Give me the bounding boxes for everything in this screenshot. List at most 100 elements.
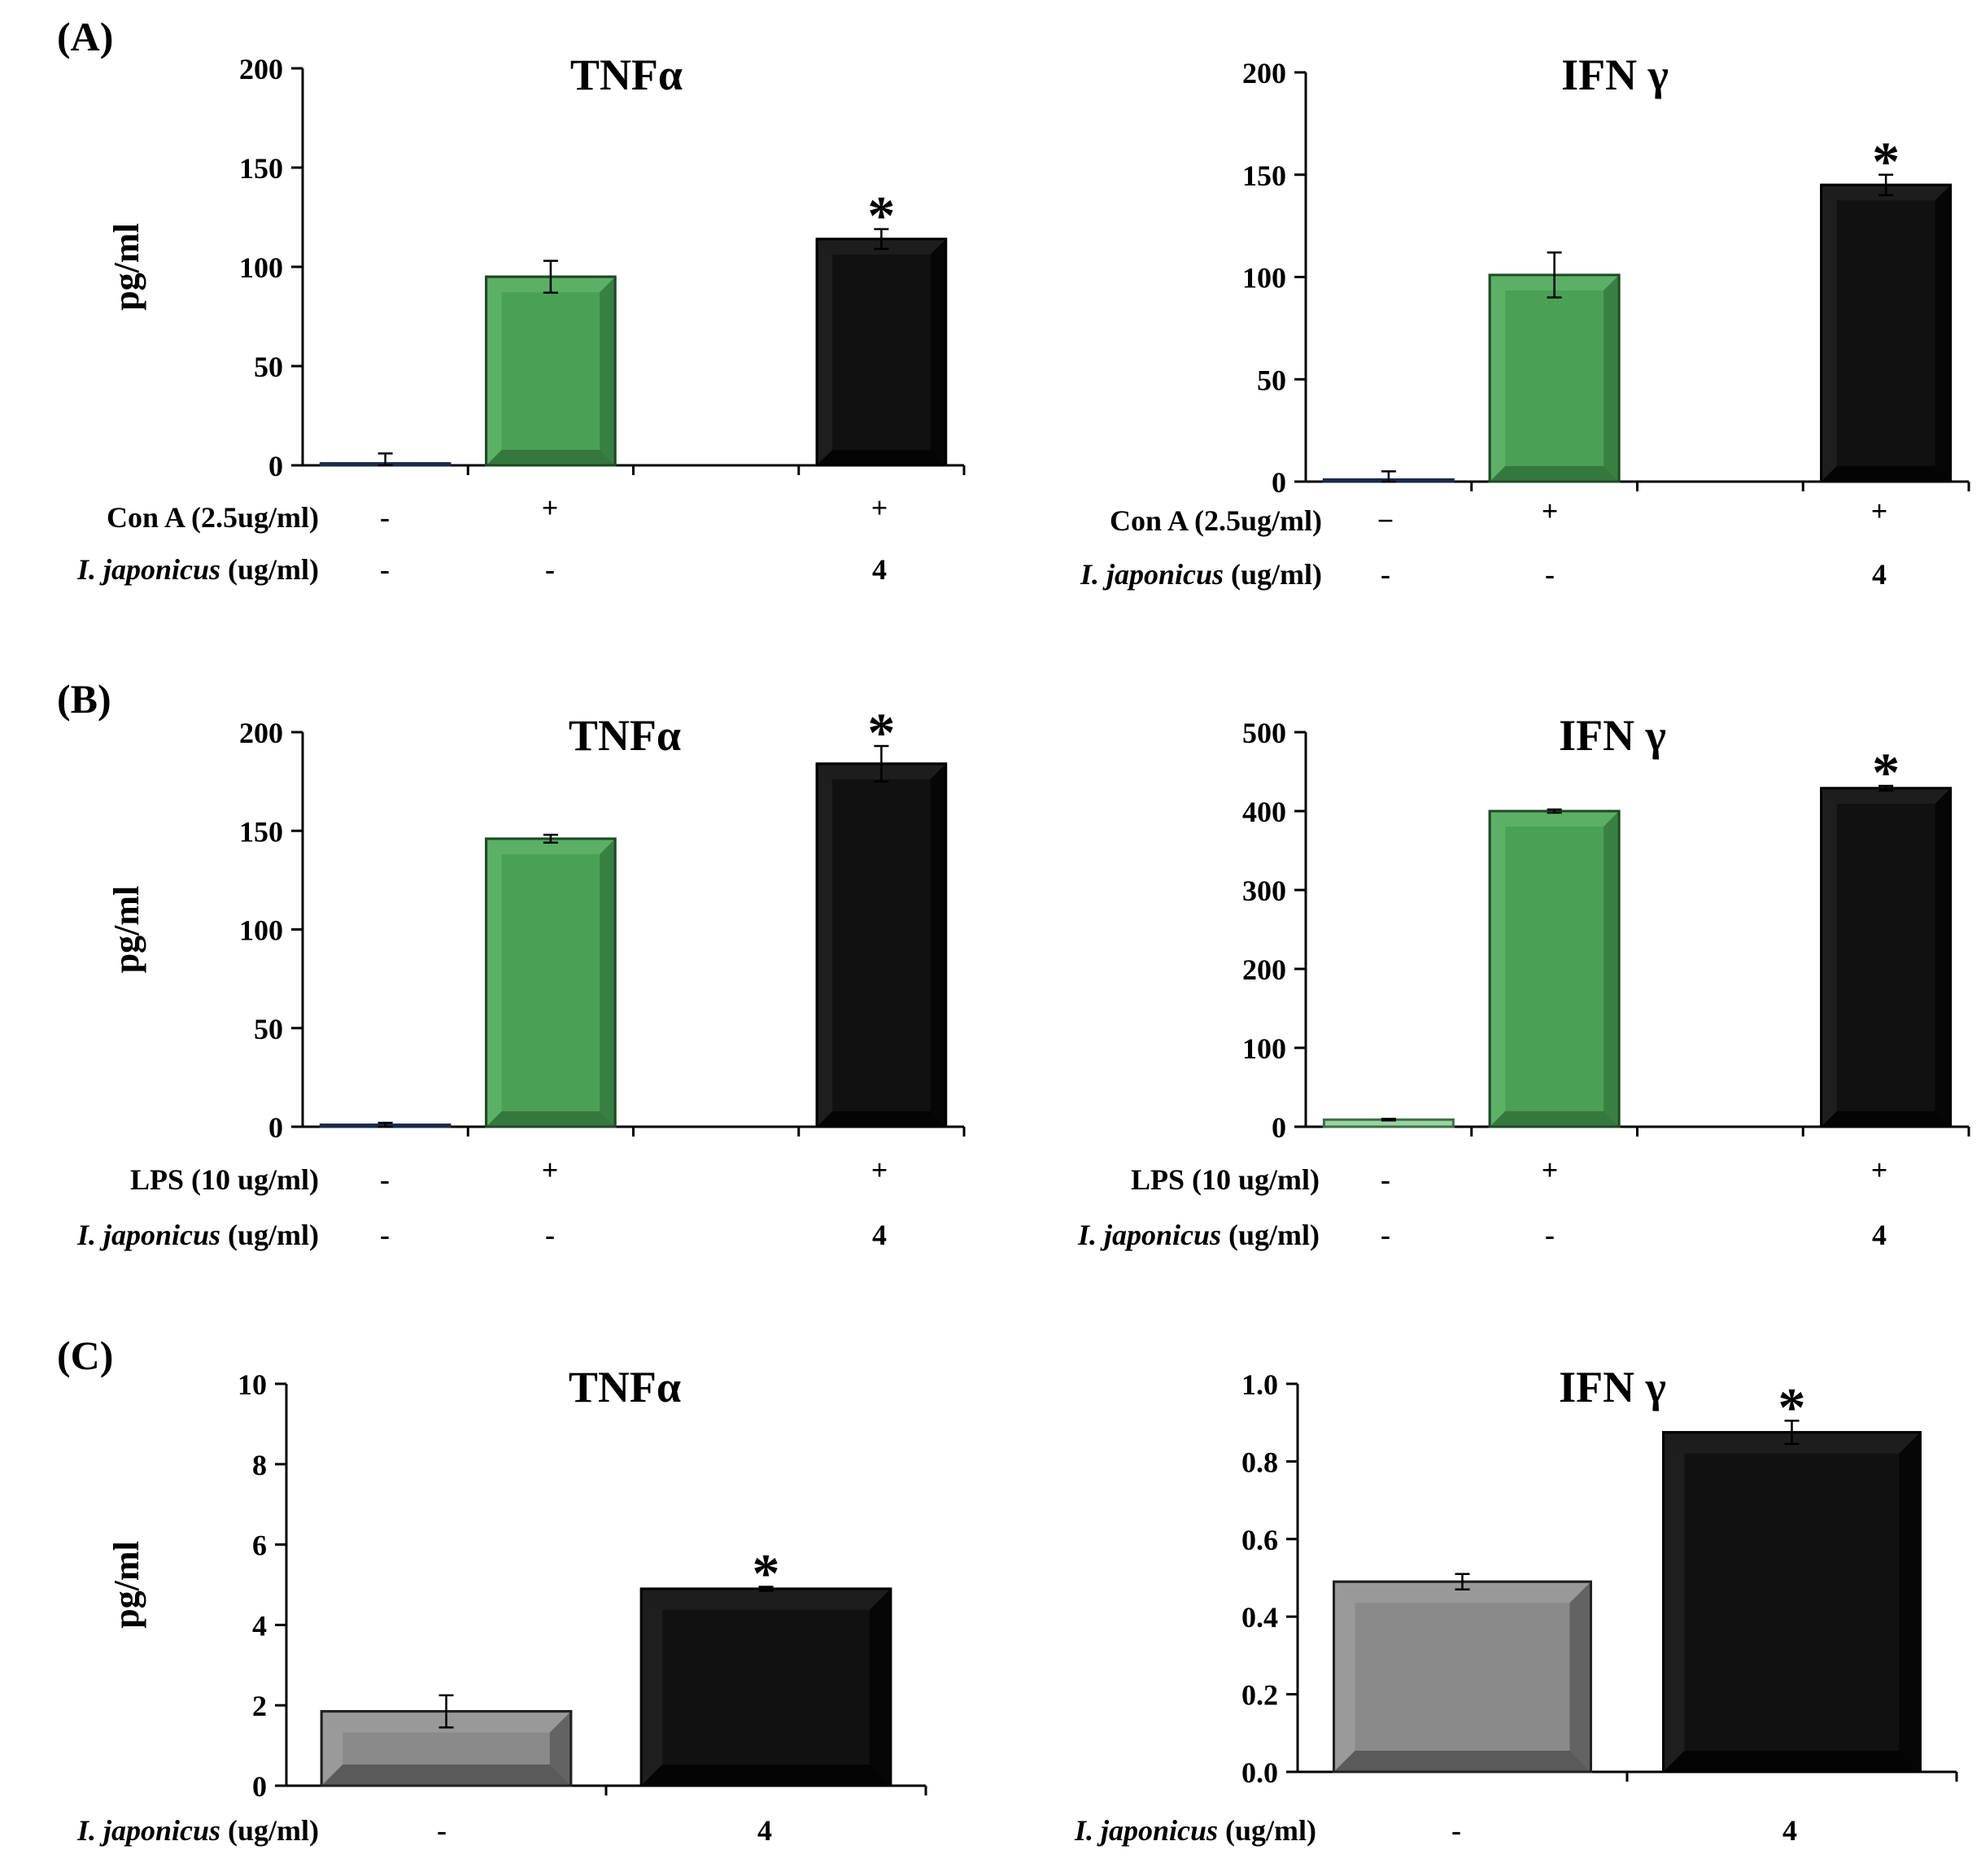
- condition-value: -: [380, 1219, 390, 1251]
- condition-value: 4: [872, 553, 887, 586]
- condition-label: I. japonicus (ug/ml): [76, 1814, 319, 1847]
- condition-value: 4: [872, 1219, 887, 1251]
- condition-value: +: [542, 491, 559, 524]
- error-bar: [543, 833, 558, 844]
- y-tick-label: 50: [1257, 364, 1286, 396]
- condition-label: Con A (2.5ug/ml): [1110, 504, 1322, 537]
- bar: [815, 238, 948, 467]
- y-tick-label: 0: [252, 1770, 267, 1803]
- y-axis-label: pg/ml: [107, 886, 146, 974]
- significance-star: *: [1872, 741, 1900, 803]
- condition-label: Con A (2.5ug/ml): [107, 501, 319, 534]
- error-bar: [543, 260, 558, 294]
- condition-label: I. japonicus (ug/ml): [1077, 1219, 1320, 1251]
- error-bar: [758, 1586, 774, 1592]
- bar: [1662, 1431, 1922, 1773]
- chart-title: TNFα: [569, 711, 681, 760]
- bar: [1488, 809, 1621, 1128]
- bar: [815, 762, 948, 1128]
- panel-label-c: (C): [57, 1333, 113, 1378]
- y-tick-label: 50: [254, 1013, 283, 1045]
- y-tick-label: 0.8: [1241, 1446, 1278, 1478]
- significance-star: *: [753, 1542, 780, 1603]
- chart-title: TNFα: [570, 50, 683, 99]
- chart-title: IFN γ: [1561, 50, 1669, 99]
- y-tick-label: 0: [268, 450, 283, 482]
- condition-value: +: [871, 1154, 888, 1186]
- condition-value: -: [1545, 1219, 1555, 1251]
- y-tick-label: 0: [1272, 466, 1286, 499]
- y-tick-label: 300: [1242, 875, 1286, 907]
- bar: [639, 1587, 892, 1787]
- error-bar: [1455, 1573, 1470, 1591]
- significance-star: *: [867, 701, 895, 763]
- y-tick-label: 0.0: [1241, 1756, 1278, 1789]
- condition-value: +: [1542, 1154, 1559, 1186]
- y-tick-label: 8: [252, 1449, 267, 1481]
- error-bar: [1784, 1420, 1800, 1446]
- condition-value: 4: [1872, 1219, 1887, 1251]
- condition-value: 4: [1872, 558, 1887, 591]
- bar: [1333, 1580, 1592, 1773]
- y-tick-label: 200: [239, 53, 283, 85]
- y-tick-label: 150: [1242, 159, 1286, 192]
- y-tick-label: 150: [239, 815, 283, 848]
- y-tick-label: 10: [238, 1368, 267, 1401]
- condition-value: +: [1871, 1154, 1888, 1186]
- error-bar: [439, 1694, 454, 1729]
- y-tick-label: 50: [254, 351, 283, 383]
- condition-value: −: [1377, 504, 1394, 537]
- condition-value: -: [1451, 1814, 1461, 1847]
- condition-value: -: [1381, 558, 1390, 591]
- y-tick-label: 100: [239, 251, 283, 284]
- panel-label-b: (B): [57, 676, 111, 722]
- bar-chart-6: IFN γ 0.0 0.2 0.4 0.6 0.8 1.0 * I. japonicus (ug…: [1074, 1363, 1958, 1847]
- condition-label: I. japonicus (ug/ml): [1074, 1814, 1316, 1847]
- y-tick-label: 6: [252, 1529, 267, 1562]
- bar: [1820, 183, 1953, 483]
- condition-label: LPS (10 ug/ml): [130, 1163, 319, 1196]
- error-bar: [874, 228, 889, 251]
- y-tick-label: 4: [252, 1609, 267, 1642]
- condition-value: -: [380, 553, 390, 586]
- y-axis-label: pg/ml: [107, 223, 146, 311]
- condition-value: -: [437, 1814, 447, 1847]
- error-bar: [377, 452, 393, 467]
- bar-chart-4: IFN γ 0 100 200 300 400 500 * LPS (10 ug/ml) - + + I…: [1077, 711, 1970, 1251]
- y-tick-label: 0.2: [1241, 1679, 1278, 1712]
- significance-star: *: [1778, 1376, 1806, 1438]
- y-tick-label: 0: [1272, 1111, 1286, 1144]
- y-tick-label: 0: [268, 1111, 283, 1144]
- condition-value: -: [1381, 1163, 1390, 1196]
- y-tick-label: 150: [239, 152, 283, 185]
- condition-label: I. japonicus (ug/ml): [1080, 558, 1322, 591]
- y-axis-label: pg/ml: [107, 1541, 146, 1629]
- y-tick-label: 200: [1242, 57, 1286, 89]
- condition-value: +: [542, 1154, 559, 1186]
- error-bar: [1878, 173, 1894, 197]
- error-bar: [1381, 470, 1396, 483]
- condition-value: +: [1871, 495, 1888, 527]
- condition-label: I. japonicus (ug/ml): [76, 1219, 319, 1251]
- condition-label: I. japonicus (ug/ml): [76, 553, 319, 586]
- bar-chart-5: TNFα pg/ml 0 2 4 6 8 10 * I. japonicus (ug/ml) - 4: [76, 1363, 927, 1847]
- chart-title: IFN γ: [1559, 1363, 1666, 1411]
- y-tick-label: 1.0: [1241, 1368, 1278, 1401]
- error-bar: [874, 744, 889, 783]
- condition-value: +: [871, 491, 888, 524]
- error-bar: [1878, 784, 1894, 792]
- y-tick-label: 2: [252, 1690, 267, 1722]
- condition-value: +: [1542, 495, 1559, 527]
- error-bar: [377, 1121, 393, 1128]
- significance-star: *: [1872, 130, 1900, 192]
- bar-chart-2: IFN γ 0 50 100 150 200 * Con A (2.5ug/ml) − + + I. …: [1080, 50, 1970, 591]
- y-tick-label: 200: [1242, 953, 1286, 986]
- bar: [320, 1710, 573, 1787]
- condition-value: -: [545, 1219, 555, 1251]
- chart-title: IFN γ: [1559, 711, 1666, 760]
- bar: [485, 837, 617, 1128]
- y-tick-label: 0.4: [1241, 1601, 1278, 1634]
- bar-chart-3: TNFα pg/ml 0 50 100 150 200 * LPS (10 ug/ml) - + + I…: [76, 701, 966, 1251]
